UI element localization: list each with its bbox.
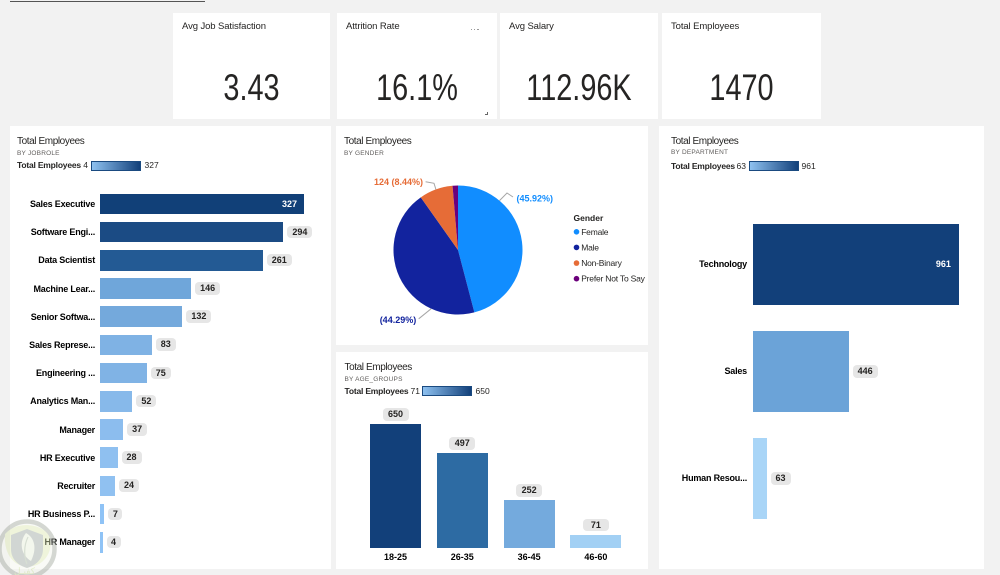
svg-text:كفيـل: كفيـل [14, 566, 36, 575]
svg-text:Male: Male [581, 242, 599, 252]
svg-text:(44.29%): (44.29%) [380, 315, 417, 325]
svg-text:(45.92%): (45.92%) [517, 194, 554, 204]
svg-text:Non-Binary: Non-Binary [581, 258, 622, 268]
svg-text:Prefer Not To Say: Prefer Not To Say [581, 274, 645, 284]
svg-text:Female: Female [581, 227, 609, 237]
svg-text:124 (8.44%): 124 (8.44%) [374, 177, 423, 187]
svg-text:Gender: Gender [574, 213, 604, 223]
